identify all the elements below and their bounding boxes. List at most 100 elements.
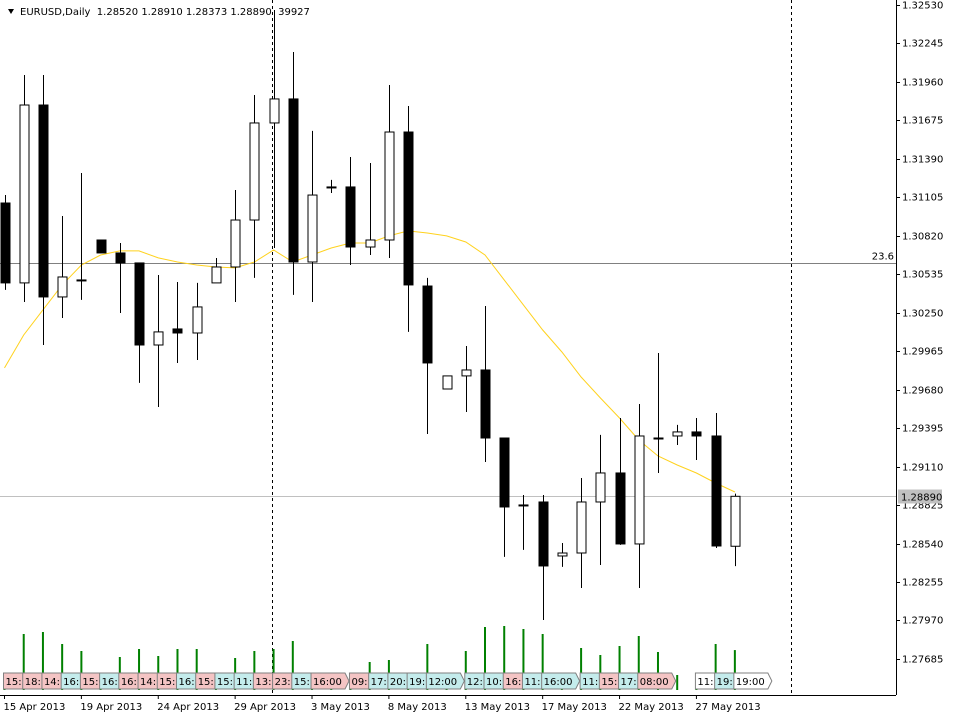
- candle-body: [153, 331, 164, 346]
- y-tick-label: 1.29965: [902, 347, 943, 358]
- event-label: 15:: [159, 677, 175, 688]
- event-label: 16:: [121, 677, 137, 688]
- y-tick-label: 1.30535: [902, 270, 943, 281]
- candle-body: [711, 435, 722, 547]
- event-label: 16:: [63, 677, 79, 688]
- candle-body: [211, 266, 222, 284]
- event-label: 16:00: [544, 677, 573, 688]
- y-tick-label: 1.30820: [902, 232, 943, 243]
- x-tick-label: 19 Apr 2013: [80, 702, 142, 713]
- event-label: 20:: [390, 677, 406, 688]
- candle-body: [576, 501, 587, 554]
- event-tag: [310, 672, 350, 690]
- bid-box: [898, 489, 942, 504]
- x-tick-label: 27 May 2013: [695, 702, 760, 713]
- y-tick-label: 1.28825: [902, 501, 943, 512]
- y-tick-label: 1.28255: [902, 578, 943, 589]
- event-label: 12:00: [428, 677, 457, 688]
- event-label: 14:: [140, 677, 156, 688]
- candle-body: [76, 279, 87, 282]
- candle-body: [461, 369, 472, 377]
- event-label: 16:: [505, 677, 521, 688]
- candle-body: [0, 202, 11, 284]
- candle-body: [38, 104, 49, 298]
- candle-body: [730, 495, 741, 547]
- event-label: 11:: [524, 677, 540, 688]
- chart-title: EURUSD,Daily 1.28520 1.28910 1.28373 1.2…: [20, 7, 310, 18]
- candle-body: [653, 437, 664, 440]
- event-label: 17:: [371, 677, 387, 688]
- event-tag: [541, 672, 581, 690]
- candle-body: [96, 239, 107, 254]
- candle-body: [326, 186, 337, 189]
- event-label: 16:: [178, 677, 194, 688]
- event-label: 11:: [582, 677, 598, 688]
- candle-body: [192, 306, 203, 334]
- event-label: 19:: [409, 677, 425, 688]
- y-tick-label: 1.31390: [902, 155, 943, 166]
- candle-body: [499, 437, 510, 508]
- candle-body: [538, 501, 549, 567]
- candle-body: [595, 472, 606, 503]
- y-tick-label: 1.27970: [902, 616, 943, 627]
- candle-body: [480, 369, 491, 439]
- event-label: 12:: [467, 677, 483, 688]
- x-tick-label: 15 Apr 2013: [4, 702, 66, 713]
- x-tick-label: 3 May 2013: [311, 702, 370, 713]
- x-tick-label: 8 May 2013: [388, 702, 447, 713]
- event-label: 23:: [275, 677, 291, 688]
- y-tick-label: 1.31105: [902, 193, 943, 204]
- y-tick-label: 1.32245: [902, 39, 943, 50]
- candle-body: [518, 504, 529, 507]
- event-label: 09:: [351, 677, 367, 688]
- candle-body: [19, 104, 30, 284]
- event-label: 18:: [25, 677, 41, 688]
- price-layer: 23.6: [0, 9, 896, 620]
- candle-body: [230, 219, 241, 268]
- candle-body: [634, 435, 645, 545]
- candle-body: [691, 431, 702, 437]
- candle-body: [115, 252, 126, 264]
- candle-body: [422, 285, 433, 364]
- event-label: 14:: [44, 677, 60, 688]
- candle-body: [172, 328, 183, 334]
- candle-body: [345, 186, 356, 248]
- y-tick-label: 1.31675: [902, 116, 943, 127]
- candle-body: [249, 122, 260, 221]
- candle-body: [269, 98, 280, 124]
- candle-body: [615, 472, 626, 545]
- event-tag: [733, 672, 773, 690]
- x-tick-label: 17 May 2013: [542, 702, 607, 713]
- bid-label: 1.28890: [901, 493, 942, 504]
- event-label: 11:: [697, 677, 713, 688]
- symbol-icon: [8, 9, 14, 14]
- event-label: 11:: [236, 677, 252, 688]
- event-label: 15:: [198, 677, 214, 688]
- y-tick-label: 1.31960: [902, 78, 943, 89]
- event-label: 19:00: [736, 677, 765, 688]
- y-tick-label: 1.28540: [902, 540, 943, 551]
- candle-body: [57, 276, 68, 298]
- event-tag: [637, 672, 677, 690]
- x-tick-label: 29 Apr 2013: [234, 702, 296, 713]
- candle-body: [557, 552, 568, 557]
- x-tick-label: 13 May 2013: [465, 702, 530, 713]
- event-label: 13:: [255, 677, 271, 688]
- event-label: 15:: [6, 677, 22, 688]
- x-tick-label: 24 Apr 2013: [157, 702, 219, 713]
- y-tick-label: 1.30250: [902, 309, 943, 320]
- event-label: 10:: [486, 677, 502, 688]
- candle-body: [307, 194, 318, 263]
- event-label: 15:00: [82, 677, 111, 688]
- event-label: 08:00: [640, 677, 669, 688]
- event-label: 16:00: [313, 677, 342, 688]
- fib-level-label: 23.6: [872, 252, 894, 263]
- candle-body: [403, 131, 414, 286]
- candle-body: [442, 375, 453, 390]
- y-tick-label: 1.29110: [902, 463, 943, 474]
- candle-body: [384, 131, 395, 241]
- y-tick-label: 1.32530: [902, 1, 943, 12]
